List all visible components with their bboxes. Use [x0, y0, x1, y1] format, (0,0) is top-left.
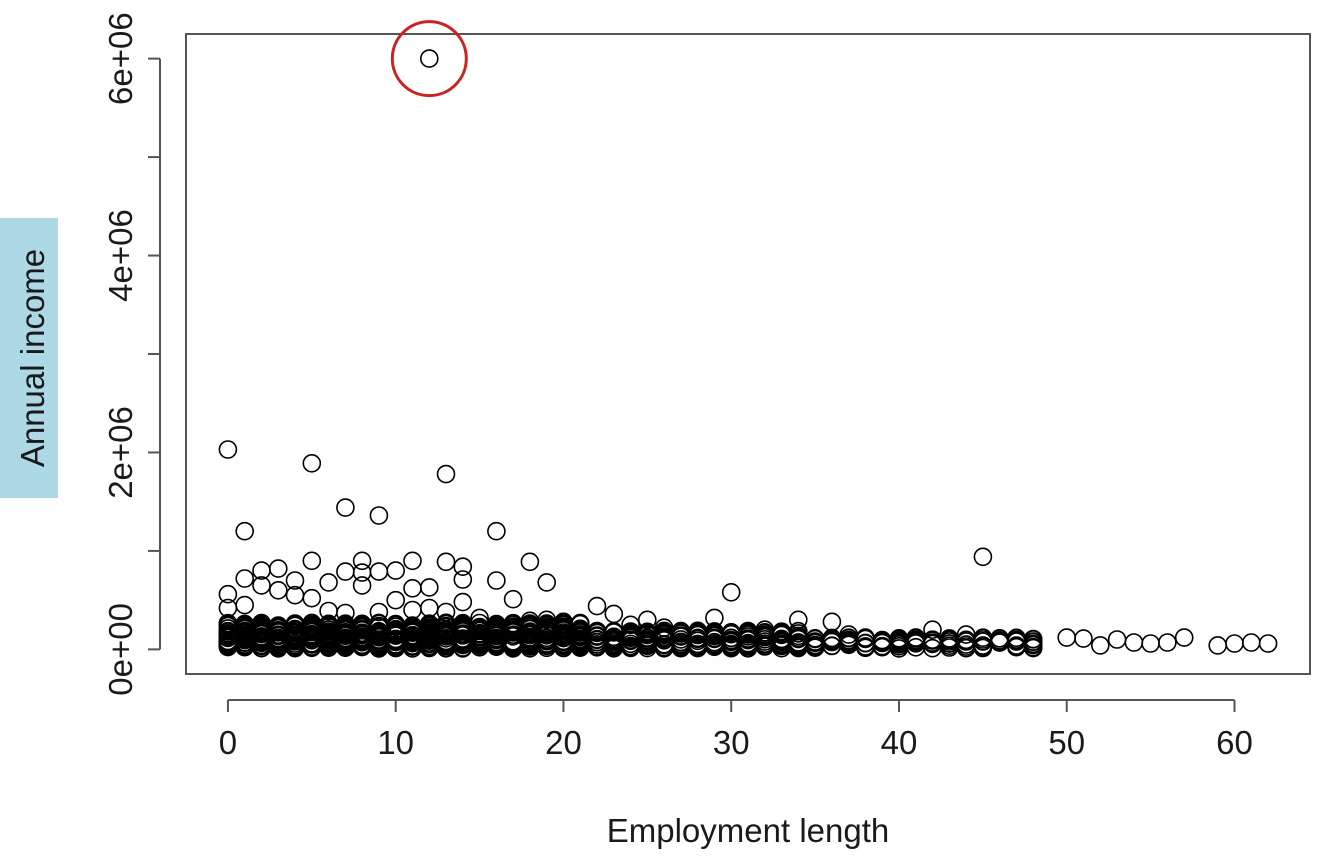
- data-point: [319, 601, 338, 621]
- y-axis-title: Annual income: [14, 249, 51, 467]
- data-point: [487, 521, 506, 541]
- data-point: [1258, 634, 1278, 653]
- data-point: [621, 615, 640, 635]
- data-point: [419, 598, 439, 618]
- data-point: [1158, 633, 1177, 652]
- data-point: [453, 570, 473, 589]
- data-point: [570, 613, 590, 633]
- data-point: [1074, 629, 1093, 648]
- data-point: [419, 578, 439, 597]
- data-point: [1091, 636, 1110, 655]
- data-point: [537, 573, 557, 592]
- y-tick-label: 0e+00: [102, 603, 139, 696]
- data-point: [1023, 638, 1043, 658]
- data-point: [419, 49, 439, 68]
- data-point: [218, 584, 238, 604]
- data-point: [369, 562, 389, 581]
- data-point: [336, 498, 355, 517]
- data-point: [721, 582, 741, 602]
- x-tick-label: 10: [377, 724, 414, 761]
- data-point: [520, 552, 540, 572]
- data-point: [1023, 630, 1043, 649]
- data-point: [503, 589, 523, 609]
- data-point: [369, 506, 389, 525]
- data-point: [453, 592, 473, 612]
- data-point: [235, 521, 254, 541]
- data-point: [352, 551, 372, 571]
- data-point: [470, 608, 489, 628]
- data-point: [302, 453, 322, 473]
- data-points: [218, 49, 1278, 658]
- data-point: [1141, 634, 1160, 653]
- data-point: [302, 588, 322, 608]
- y-tick-label: 4e+06: [102, 209, 139, 302]
- data-point: [386, 590, 406, 610]
- data-point: [1023, 634, 1043, 654]
- data-point: [386, 561, 406, 580]
- data-point: [1174, 628, 1194, 647]
- data-point: [453, 557, 473, 577]
- data-point: [1107, 630, 1127, 649]
- data-point: [587, 596, 607, 616]
- data-point: [1225, 634, 1244, 653]
- data-point: [788, 621, 808, 641]
- data-point: [252, 576, 271, 595]
- x-tick-label: 0: [219, 724, 237, 761]
- ylabel-highlight-box: [0, 218, 58, 498]
- outlier-highlight: [390, 20, 468, 98]
- data-point: [1242, 633, 1261, 652]
- x-tick-label: 60: [1216, 724, 1253, 761]
- x-tick-label: 20: [545, 724, 582, 761]
- data-point: [973, 547, 993, 567]
- data-point: [336, 562, 355, 581]
- x-axis: 0 10 20 30 40 50 60: [219, 699, 1253, 761]
- data-point: [403, 578, 422, 598]
- data-point: [252, 561, 271, 580]
- x-tick-label: 40: [881, 724, 918, 761]
- data-point: [822, 612, 842, 632]
- data-point: [403, 551, 422, 571]
- data-point: [788, 610, 808, 630]
- data-point: [352, 576, 372, 595]
- data-point: [285, 585, 305, 605]
- data-point: [1057, 628, 1076, 647]
- data-point: [369, 602, 389, 622]
- data-point: [487, 571, 506, 590]
- data-point: [604, 604, 624, 624]
- outlier-highlight-ring: [390, 20, 468, 98]
- x-tick-label: 50: [1048, 724, 1085, 761]
- data-point: [403, 600, 422, 620]
- data-point: [436, 552, 456, 572]
- data-point: [302, 551, 322, 571]
- x-axis-title: Employment length: [607, 812, 889, 849]
- data-point: [268, 559, 288, 578]
- y-axis-label-highlight: [0, 218, 58, 498]
- data-point: [319, 573, 338, 592]
- data-point: [1208, 636, 1227, 655]
- data-point: [923, 620, 942, 640]
- data-point: [235, 595, 254, 615]
- y-axis: 0e+00 2e+06 4e+06 6e+06: [102, 12, 161, 696]
- data-point: [268, 580, 288, 600]
- y-tick-label: 2e+06: [102, 406, 139, 499]
- data-point: [436, 464, 456, 484]
- x-tick-label: 30: [713, 724, 750, 761]
- data-point: [218, 440, 238, 459]
- data-point: [285, 571, 305, 590]
- data-point: [1124, 633, 1144, 652]
- data-point: [235, 569, 254, 588]
- y-tick-label: 6e+06: [102, 12, 139, 105]
- plot-frame: [185, 33, 1311, 675]
